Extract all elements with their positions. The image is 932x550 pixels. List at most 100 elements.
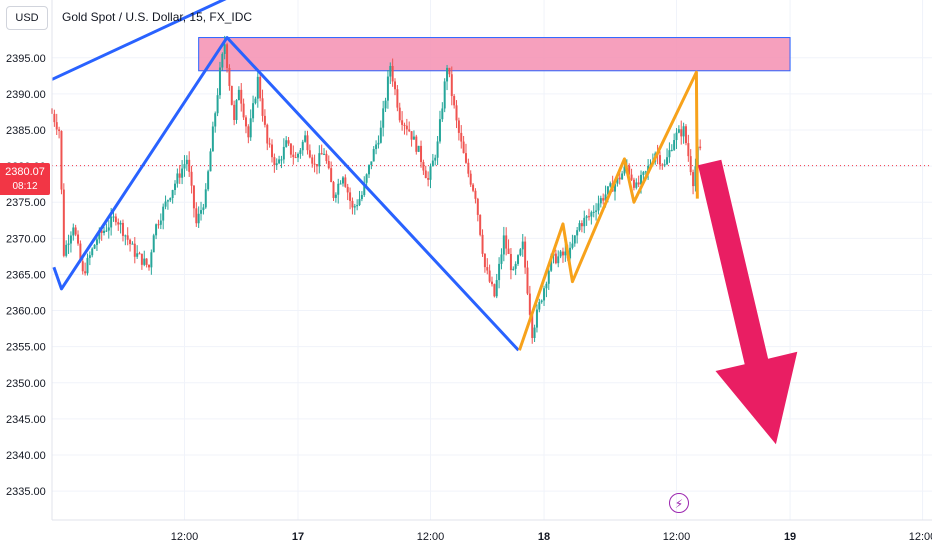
blue-trendline-top [51,0,227,81]
candle-body [145,258,148,265]
candle-body [263,115,266,125]
candle-body [614,183,617,192]
candle-body [554,253,557,264]
x-tick-label: 18 [538,531,550,543]
candle-body [95,239,98,245]
candle-body [623,166,626,174]
candle-body [344,177,347,187]
x-tick-label: 12:00 [417,531,445,543]
candle-body [571,243,574,248]
candle-body [195,208,198,224]
candle-body [528,293,531,315]
candle-body [169,198,172,201]
candle-body [602,198,605,201]
candle-body [488,270,491,282]
candle-body [237,89,240,101]
candle-body [540,300,543,303]
candle-body [462,141,465,154]
candle-body [599,198,602,204]
candle-body [500,254,503,264]
candle-body [587,216,590,218]
orange-wave-line [518,70,699,351]
candle-body [467,162,470,174]
last-price-value: 2380.07 [5,166,45,178]
candle-body [100,230,103,233]
candle-body [412,136,415,140]
candle-body [595,210,598,212]
candle-body [69,235,72,244]
x-tick-label: 17 [292,531,304,543]
y-tick-label: 2375.00 [6,197,46,209]
candle-body [62,189,65,256]
candle-body [360,195,363,200]
candle-body [183,164,186,169]
candle-body [79,243,82,262]
x-tick-label: 19 [784,531,796,543]
candle-body [192,185,195,209]
candle-body [356,205,359,207]
candle-body [341,177,344,184]
candle-body [550,255,553,271]
y-tick-label: 2340.00 [6,450,46,462]
candle-body [249,118,252,138]
candle-body [464,153,467,163]
candle-body [410,131,413,140]
candle-body [53,113,56,123]
candle-body [147,264,150,268]
candle-body [535,309,538,328]
y-tick-label: 2360.00 [6,306,46,318]
candle-body [273,157,276,166]
candle-body [486,267,489,271]
candle-body [436,141,439,158]
candle-body [384,100,387,109]
candle-body [162,206,165,221]
candle-body [403,124,406,126]
candle-body [460,132,463,142]
candle-body [668,150,671,158]
candle-body [60,131,63,190]
candle-body [420,145,423,163]
candle-body [443,81,446,109]
candle-body [339,183,342,185]
candle-body [334,194,337,198]
candle-body [689,156,692,173]
candle-body [308,150,311,158]
y-tick-label: 2395.00 [6,53,46,65]
lightning-icon[interactable]: ⚡ [669,493,689,513]
candle-body [396,89,399,108]
y-tick-label: 2370.00 [6,233,46,245]
candle-body [476,198,479,215]
candle-body [604,194,607,201]
candle-body [306,135,309,151]
candle-body [438,119,441,142]
candle-body [580,223,583,227]
candle-body [311,157,314,164]
candle-body [644,171,647,173]
candle-body [431,160,434,167]
candle-body [211,126,214,152]
candle-body [401,120,404,125]
candle-body [675,132,678,141]
candle-body [171,190,174,199]
candle-body [367,164,370,175]
candle-body [578,223,581,231]
candle-body [684,126,687,144]
candle-body [315,164,318,167]
candle-body [427,178,430,180]
candle-body [498,263,501,281]
candle-body [491,281,493,285]
candle-body [252,103,255,119]
x-tick-label: 12:00 [663,531,691,543]
candle-body [138,253,141,255]
currency-button[interactable]: USD [6,6,48,30]
candle-body [526,267,529,294]
candle-body [469,173,472,185]
candle-body [287,140,290,144]
candle-body [394,81,397,90]
candle-body [573,235,576,244]
candle-body [621,173,624,180]
candle-body [455,105,458,121]
candle-body [209,151,212,172]
candle-body [159,220,162,225]
